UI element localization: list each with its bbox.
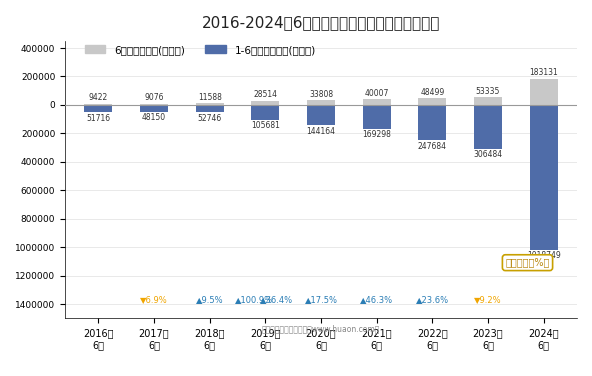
Text: ▲17.5%: ▲17.5% — [304, 296, 337, 305]
Text: 144164: 144164 — [307, 127, 336, 136]
Bar — [474, 105, 502, 149]
Text: ▼9.2%: ▼9.2% — [474, 296, 502, 305]
Text: 51716: 51716 — [86, 114, 111, 123]
Bar — [252, 101, 279, 105]
Text: 28514: 28514 — [253, 91, 277, 99]
Text: ▲36.4%: ▲36.4% — [260, 296, 293, 305]
Bar — [85, 104, 112, 105]
Text: 40007: 40007 — [365, 89, 389, 98]
Bar — [140, 105, 168, 112]
Bar — [419, 98, 446, 105]
Bar — [474, 97, 502, 105]
Text: 247684: 247684 — [418, 142, 447, 151]
Text: ▲9.5%: ▲9.5% — [196, 296, 224, 305]
Bar — [252, 105, 279, 120]
Text: ▲23.6%: ▲23.6% — [416, 296, 449, 305]
Text: 183131: 183131 — [529, 68, 558, 77]
Legend: 6月进出口总额(万美元), 1-6月进出口总额(万美元): 6月进出口总额(万美元), 1-6月进出口总额(万美元) — [81, 41, 320, 59]
Text: 9422: 9422 — [89, 93, 108, 102]
Text: ▲46.3%: ▲46.3% — [360, 296, 393, 305]
Bar — [140, 104, 168, 105]
Title: 2016-2024年6月厦门象屿综合保税区进出口总额: 2016-2024年6月厦门象屿综合保税区进出口总额 — [202, 15, 440, 30]
Bar — [530, 105, 558, 250]
Text: 169298: 169298 — [362, 130, 391, 139]
Bar — [419, 105, 446, 140]
Bar — [363, 99, 391, 105]
Text: 9076: 9076 — [144, 93, 164, 102]
Text: 同比增速（%）: 同比增速（%） — [506, 258, 550, 268]
Bar — [196, 103, 224, 105]
Bar — [530, 79, 558, 105]
Text: 48150: 48150 — [142, 113, 166, 122]
Text: 105681: 105681 — [251, 121, 280, 130]
Text: 53335: 53335 — [476, 87, 500, 96]
Text: 11588: 11588 — [198, 93, 221, 102]
Text: 33808: 33808 — [309, 90, 333, 99]
Text: 52746: 52746 — [198, 114, 222, 123]
Bar — [307, 105, 335, 126]
Text: ▲100.9%: ▲100.9% — [235, 296, 274, 305]
Text: 48499: 48499 — [420, 88, 445, 97]
Bar — [196, 105, 224, 112]
Text: ▼6.9%: ▼6.9% — [140, 296, 168, 305]
Bar — [85, 105, 112, 112]
Text: 1018749: 1018749 — [527, 251, 561, 260]
Bar — [307, 100, 335, 105]
Text: 制图：华经产业研究院（www.huaon.com）: 制图：华经产业研究院（www.huaon.com） — [262, 324, 380, 333]
Bar — [363, 105, 391, 129]
Text: 306484: 306484 — [474, 150, 503, 159]
